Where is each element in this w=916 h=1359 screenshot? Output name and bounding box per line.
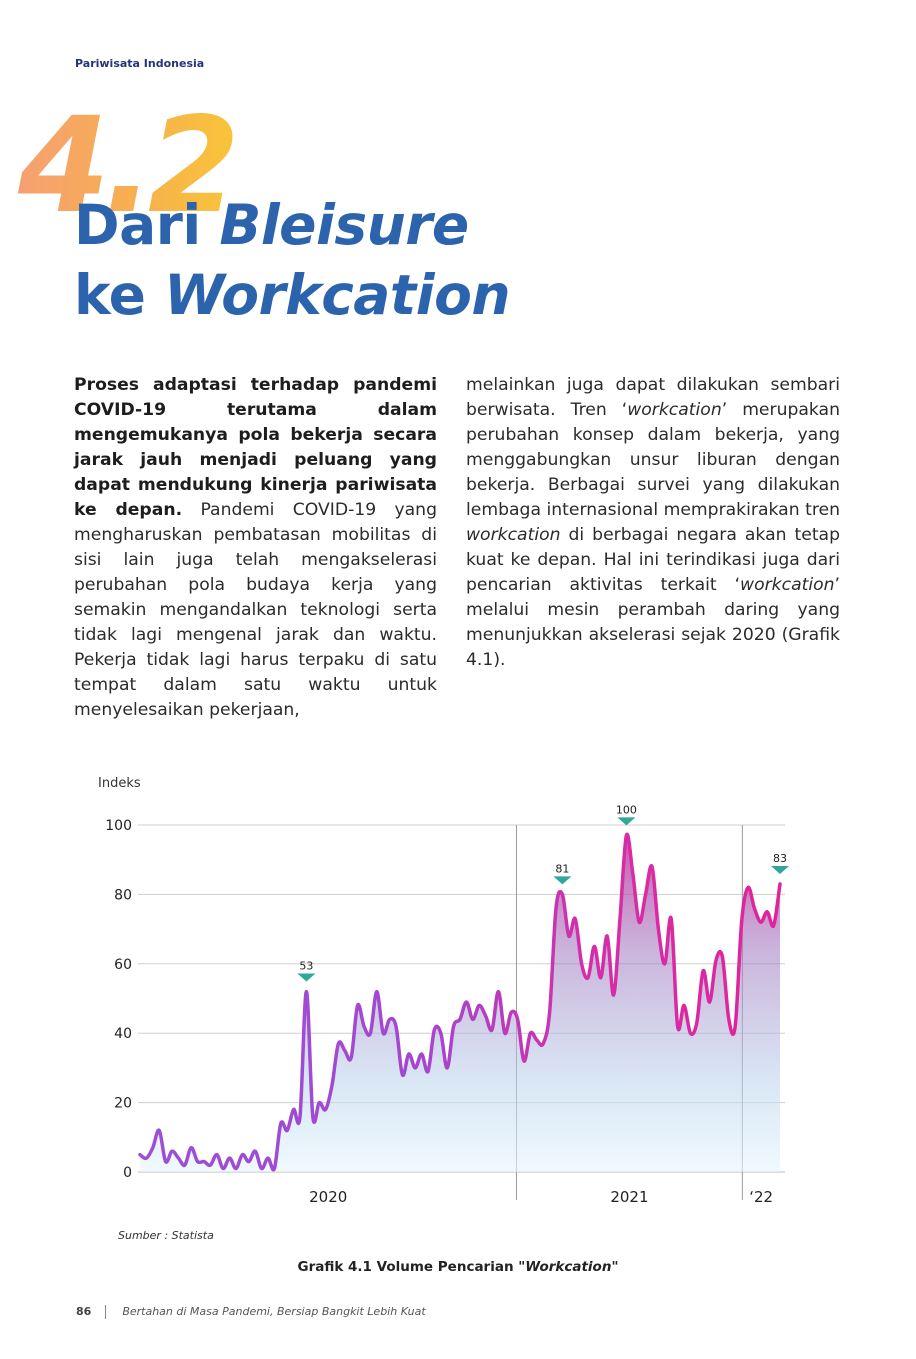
- right-text-3: di berbagai negara akan tetap kuat ke de…: [466, 525, 840, 595]
- peak-value-label: 81: [555, 862, 569, 875]
- body-column-left: Proses adaptasi terhadap pandemi COVID-1…: [74, 373, 437, 723]
- caption-suffix: ": [611, 1259, 619, 1275]
- y-tick-label: 60: [114, 957, 132, 973]
- running-header: Pariwisata Indonesia: [75, 57, 205, 70]
- right-italic-1: workcation: [627, 400, 722, 420]
- right-text-2: ’ merupakan perubahan konsep dalam beker…: [466, 400, 840, 520]
- y-tick-label: 0: [123, 1165, 132, 1181]
- body-column-right: melainkan juga dapat dilakukan sembari b…: [466, 373, 840, 673]
- peak-marker-icon: [617, 817, 636, 826]
- section-title: Dari Bleisure ke Workcation: [74, 190, 511, 330]
- y-tick-label: 40: [114, 1026, 132, 1042]
- right-text-4: ’ melalui mesin perambah daring yang men…: [466, 575, 840, 670]
- y-tick-label: 80: [114, 887, 132, 903]
- footer-text: Bertahan di Masa Pandemi, Bersiap Bangki…: [122, 1305, 426, 1318]
- footer-divider: [105, 1305, 107, 1319]
- y-tick-label: 100: [105, 818, 132, 834]
- x-tick-label: 2021: [610, 1188, 648, 1206]
- right-italic-2: workcation: [466, 525, 561, 545]
- left-body-text: Pandemi COVID-19 yang mengharuskan pemba…: [74, 500, 437, 720]
- page-number: 86: [76, 1305, 92, 1318]
- peak-value-label: 100: [616, 803, 637, 816]
- title-line1-plain: Dari: [74, 193, 220, 257]
- x-tick-label: 2020: [309, 1188, 347, 1206]
- series-line: [138, 832, 782, 1172]
- x-tick-label: ‘22: [749, 1188, 773, 1206]
- chart-caption: Grafik 4.1 Volume Pencarian "Workcation": [0, 1259, 916, 1275]
- y-axis-label: Indeks: [98, 776, 141, 791]
- y-tick-label: 20: [114, 1096, 132, 1112]
- peak-value-label: 53: [299, 960, 313, 973]
- right-italic-3: workcation: [740, 575, 835, 595]
- peak-marker-icon: [771, 865, 789, 874]
- title-line1-italic: Bleisure: [219, 193, 469, 257]
- peak-value-label: 83: [773, 852, 787, 865]
- chart-source: Sumber : Statista: [118, 1229, 214, 1242]
- page-footer: 86 Bertahan di Masa Pandemi, Bersiap Bang…: [76, 1305, 426, 1319]
- lead-text: Proses adaptasi terhadap pandemi COVID-1…: [74, 375, 437, 520]
- caption-italic: Workcation: [525, 1259, 612, 1275]
- title-line2-plain: ke: [74, 263, 165, 327]
- peak-marker-icon: [297, 973, 316, 982]
- caption-prefix: Grafik 4.1 Volume Pencarian ": [297, 1259, 526, 1275]
- right-text-1: melainkan juga dapat dilakukan sembari b…: [466, 375, 840, 420]
- section-number: 4.2: [18, 89, 240, 243]
- peak-marker-icon: [553, 876, 572, 885]
- area-fill: [140, 834, 780, 1172]
- search-volume-chart: Indeks 0 20 40 60 80 100 2020 2021 ‘22 53 81 100 83: [98, 776, 789, 1206]
- title-line2-italic: Workcation: [164, 263, 511, 327]
